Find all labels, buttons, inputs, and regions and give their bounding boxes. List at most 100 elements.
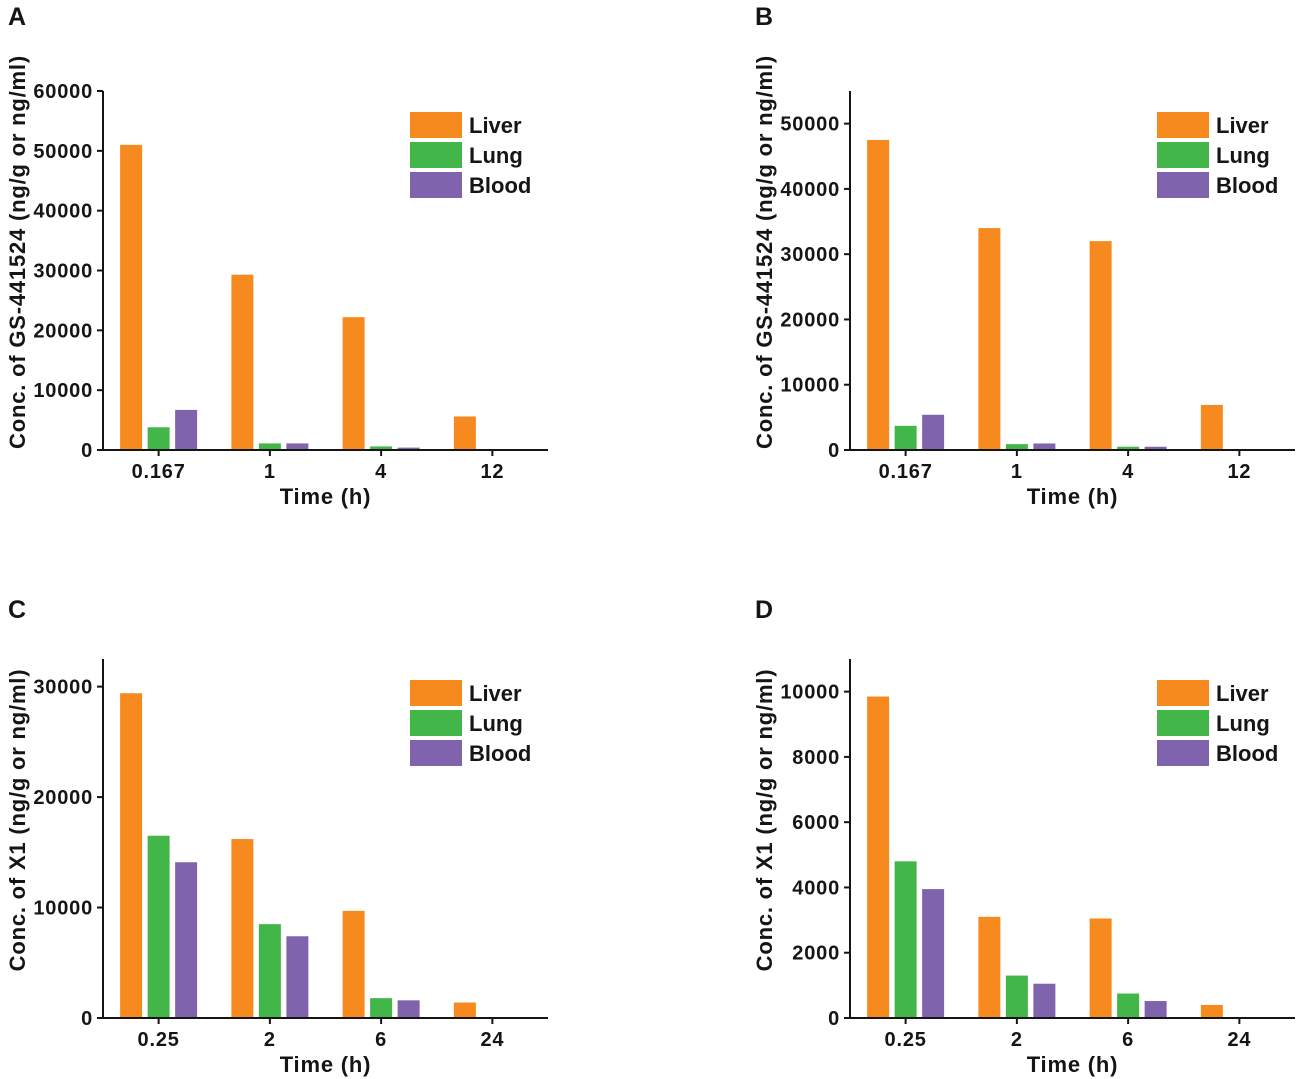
bar-d-lung-2: [1005, 975, 1028, 1018]
y-axis-title: Conc. of X1 (ng/g or ng/ml): [752, 669, 777, 972]
bar-c-liver-24: [453, 1002, 476, 1018]
y-tick-label: 6000: [792, 812, 840, 834]
bar-b-liver-12: [1200, 404, 1223, 450]
legend-item-blood: Blood: [410, 172, 531, 198]
legend-swatch-lung: [410, 142, 462, 168]
bar-d-blood-0-25: [922, 889, 945, 1018]
y-tick-label: 10000: [33, 380, 93, 402]
panel-c: C 0 10000 20000 30000 0.25 2 6 24 Time (h) Conc. o…: [5, 596, 548, 1077]
x-tick-label: 6: [375, 1029, 387, 1051]
legend-label: Lung: [1216, 711, 1270, 736]
y-tick-label: 40000: [33, 201, 93, 223]
x-tick-label: 0.25: [138, 1029, 180, 1051]
legend-label: Lung: [469, 711, 523, 736]
x-tick-label: 2: [1011, 1029, 1023, 1051]
bar-a-lung-1: [258, 443, 281, 450]
bar-d-lung-0-25: [894, 861, 917, 1018]
legend: Liver Lung Blood: [1157, 112, 1278, 198]
legend-item-lung: Lung: [1157, 142, 1270, 168]
bar-b-blood-1: [1033, 443, 1056, 450]
x-tick-label: 12: [480, 461, 504, 483]
bar-b-lung-4: [1117, 446, 1140, 450]
legend-swatch-blood: [1157, 740, 1209, 766]
legend-label: Liver: [469, 113, 522, 138]
panel-b: B 0 10000 20000 30000 40000 50000 0.167 1 4 12 Time…: [752, 3, 1295, 509]
legend-item-liver: Liver: [1157, 680, 1269, 706]
panel-label: A: [8, 3, 26, 31]
legend-item-liver: Liver: [1157, 112, 1269, 138]
legend-label: Lung: [469, 143, 523, 168]
legend-label: Blood: [469, 741, 531, 766]
bar-d-blood-6: [1144, 1001, 1167, 1018]
x-tick-label: 0.167: [132, 461, 186, 483]
bar-c-liver-6: [342, 910, 365, 1018]
bar-c-blood-2: [286, 936, 309, 1018]
legend-label: Lung: [1216, 143, 1270, 168]
panel-a: A 0 10000 20000 30000 40000 50000 60000 0.167 1 4 1…: [5, 3, 548, 509]
y-tick-label: 30000: [33, 677, 93, 699]
legend-swatch-blood: [410, 740, 462, 766]
y-tick-label: 10000: [780, 682, 840, 704]
legend-swatch-lung: [410, 710, 462, 736]
bar-a-lung-4: [370, 446, 393, 450]
legend-label: Liver: [1216, 681, 1269, 706]
y-tick-label: 60000: [33, 81, 93, 103]
bar-c-lung-6: [370, 998, 393, 1018]
y-tick-label: 0: [81, 440, 93, 462]
bar-c-lung-0-25: [147, 835, 170, 1018]
legend-label: Blood: [1216, 741, 1278, 766]
bar-a-liver-12: [453, 416, 476, 450]
x-tick-label: 12: [1227, 461, 1251, 483]
panel-label: C: [8, 596, 26, 624]
legend-swatch-liver: [410, 680, 462, 706]
bar-b-lung-0-167: [894, 425, 917, 450]
x-tick-label: 4: [1122, 461, 1134, 483]
panel-d: D 0 2000 4000 6000 8000 10000 0.25 2 6 24 Time (h) C…: [752, 596, 1295, 1077]
bar-b-liver-1: [978, 228, 1001, 450]
y-tick-label: 30000: [780, 244, 840, 266]
bar-b-lung-1: [1005, 444, 1028, 450]
bar-c-blood-0-25: [175, 862, 198, 1018]
y-tick-label: 8000: [792, 747, 840, 769]
legend-item-blood: Blood: [410, 740, 531, 766]
y-tick-label: 0: [828, 440, 840, 462]
x-tick-label: 24: [1227, 1029, 1251, 1051]
y-tick-label: 50000: [33, 141, 93, 163]
bar-a-liver-4: [342, 317, 365, 450]
x-tick-label: 1: [1011, 461, 1023, 483]
y-tick-label: 10000: [780, 375, 840, 397]
bar-a-liver-1: [231, 274, 254, 450]
y-tick-label: 30000: [33, 261, 93, 283]
panel-label: D: [755, 596, 773, 624]
y-axis-title: Conc. of GS-441524 (ng/g or ng/ml): [5, 55, 30, 449]
x-tick-label: 4: [375, 461, 387, 483]
legend-item-blood: Blood: [1157, 172, 1278, 198]
panel-label: B: [755, 3, 773, 31]
legend-label: Liver: [469, 681, 522, 706]
bar-a-blood-4: [397, 447, 420, 450]
legend-label: Blood: [469, 173, 531, 198]
y-axis-title: Conc. of X1 (ng/g or ng/ml): [5, 669, 30, 972]
bar-b-blood-0-167: [922, 414, 945, 450]
bar-d-lung-6: [1117, 993, 1140, 1018]
x-axis-title: Time (h): [1027, 484, 1119, 509]
legend-item-lung: Lung: [1157, 710, 1270, 736]
legend-swatch-liver: [410, 112, 462, 138]
y-tick-label: 20000: [780, 309, 840, 331]
bar-d-blood-2: [1033, 983, 1056, 1018]
x-tick-label: 1: [264, 461, 276, 483]
y-tick-label: 50000: [780, 114, 840, 136]
y-tick-label: 40000: [780, 179, 840, 201]
legend-swatch-lung: [1157, 710, 1209, 736]
legend: Liver Lung Blood: [1157, 680, 1278, 766]
x-tick-label: 6: [1122, 1029, 1134, 1051]
x-tick-label: 0.25: [885, 1029, 927, 1051]
bar-b-blood-4: [1144, 446, 1167, 450]
x-tick-label: 0.167: [879, 461, 933, 483]
legend-swatch-liver: [1157, 112, 1209, 138]
bar-a-blood-1: [286, 443, 309, 450]
legend-label: Liver: [1216, 113, 1269, 138]
x-axis-title: Time (h): [280, 1052, 372, 1077]
bar-d-liver-2: [978, 916, 1001, 1018]
bar-c-liver-0-25: [120, 693, 143, 1018]
